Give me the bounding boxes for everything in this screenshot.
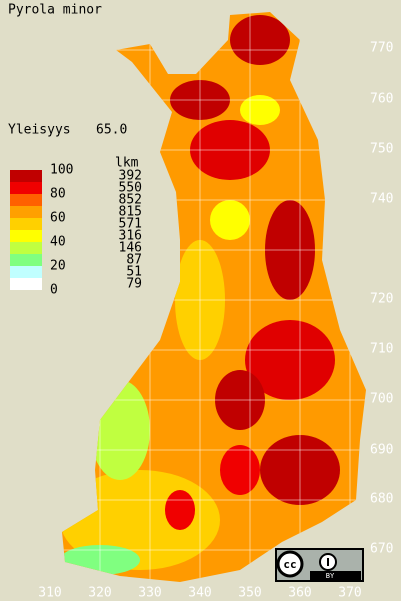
y-coordinate-label: 740 — [370, 192, 393, 207]
legend-swatch — [10, 266, 42, 278]
legend-scale-label: 40 — [50, 235, 66, 250]
y-coordinate-label: 770 — [370, 41, 393, 56]
legend-count: 852 — [119, 193, 142, 208]
legend-swatch — [10, 170, 42, 182]
legend-scale-label: 60 — [50, 211, 66, 226]
y-coordinate-label: 750 — [370, 142, 393, 157]
count-header: lkm — [115, 156, 139, 171]
legend-count: 146 — [119, 241, 142, 256]
legend-count: 316 — [119, 229, 142, 244]
legend-count: 79 — [126, 277, 142, 292]
y-coordinate-label: 690 — [370, 443, 393, 458]
x-coordinate-label: 320 — [88, 586, 111, 601]
legend-scale-label: 100 — [50, 163, 73, 178]
legend-count: 550 — [119, 181, 142, 196]
x-coordinate-label: 310 — [38, 586, 61, 601]
license-badge: cc BY — [275, 548, 364, 582]
y-coordinate-label: 720 — [370, 292, 393, 307]
legend-swatch — [10, 242, 42, 254]
x-coordinate-label: 340 — [188, 586, 211, 601]
y-coordinate-label: 710 — [370, 342, 393, 357]
y-coordinate-label: 700 — [370, 392, 393, 407]
legend-count: 87 — [126, 253, 142, 268]
frequency-label: Yleisyys — [8, 123, 71, 138]
y-coordinate-label: 670 — [370, 542, 393, 557]
legend-swatch — [10, 206, 42, 218]
legend-scale-label: 80 — [50, 187, 66, 202]
legend-count: 815 — [119, 205, 142, 220]
legend-swatch — [10, 278, 42, 290]
legend-count: 392 — [119, 169, 142, 184]
y-coordinate-label: 680 — [370, 492, 393, 507]
x-coordinate-label: 360 — [288, 586, 311, 601]
x-coordinate-label: 370 — [338, 586, 361, 601]
legend-swatch — [10, 218, 42, 230]
y-coordinate-label: 760 — [370, 92, 393, 107]
legend-swatch — [10, 230, 42, 242]
legend-swatch — [10, 254, 42, 266]
legend-swatch — [10, 194, 42, 206]
x-coordinate-label: 330 — [138, 586, 161, 601]
frequency-value: 65.0 — [96, 123, 127, 138]
legend-count: 51 — [126, 265, 142, 280]
coordinate-labels: 770 760 750 740 720 710 700 690 680 670 310 320 330 3… — [38, 41, 393, 601]
legend-scale-label: 20 — [50, 259, 66, 274]
legend-scale-label: 0 — [50, 283, 58, 298]
legend-swatch — [10, 182, 42, 194]
license-mark: cc — [283, 558, 296, 571]
title: Pyrola minor — [8, 3, 102, 18]
legend-count: 571 — [119, 217, 142, 232]
license-by: BY — [326, 572, 335, 580]
x-coordinate-label: 350 — [238, 586, 261, 601]
